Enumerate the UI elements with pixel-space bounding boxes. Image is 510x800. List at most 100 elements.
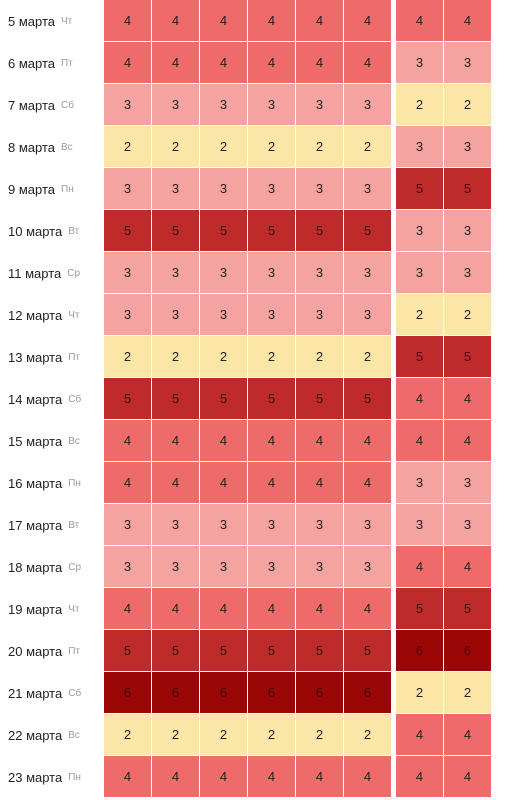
date-label: 12 марта Чт (8, 294, 100, 336)
index-cell: 2 (344, 714, 392, 756)
weekday-text: Чт (68, 309, 80, 321)
index-cell: 4 (200, 756, 248, 798)
index-cell: 3 (200, 546, 248, 588)
date-label: 14 марта Сб (8, 378, 100, 420)
index-cell: 4 (296, 588, 344, 630)
index-cell: 5 (248, 630, 296, 672)
index-cell: 6 (296, 672, 344, 714)
date-text: 17 марта (8, 517, 63, 533)
index-cell: 4 (396, 0, 444, 42)
weekday-text: Вс (68, 435, 80, 447)
date-text: 21 марта (8, 685, 63, 701)
index-cell: 4 (104, 462, 152, 504)
index-cell: 4 (396, 420, 444, 462)
index-cell: 2 (104, 336, 152, 378)
date-label: 8 марта Вс (8, 126, 100, 168)
index-cell: 2 (248, 714, 296, 756)
table-row: 11 марта Ср 3 3 3 3 3 3 3 3 (0, 252, 510, 294)
index-cell: 4 (396, 756, 444, 798)
index-cell: 4 (104, 420, 152, 462)
index-cell: 3 (444, 210, 492, 252)
index-cell: 3 (396, 462, 444, 504)
index-cell: 4 (344, 42, 392, 84)
index-cell: 5 (344, 630, 392, 672)
index-cell: 3 (296, 504, 344, 546)
table-row: 18 марта Ср 3 3 3 3 3 3 4 4 (0, 546, 510, 588)
weekday-text: Сб (68, 393, 82, 405)
weekday-text: Вт (68, 519, 80, 531)
index-cell: 3 (104, 168, 152, 210)
index-cell: 3 (200, 252, 248, 294)
index-cell: 2 (248, 126, 296, 168)
index-cell: 3 (344, 168, 392, 210)
index-cell: 2 (200, 126, 248, 168)
index-cell: 3 (152, 294, 200, 336)
index-cell: 4 (248, 0, 296, 42)
index-cell: 5 (152, 210, 200, 252)
index-cell: 3 (248, 252, 296, 294)
index-cell: 3 (248, 168, 296, 210)
date-label: 20 марта Пт (8, 630, 100, 672)
index-cell: 6 (104, 672, 152, 714)
index-cell: 4 (444, 714, 492, 756)
index-cell: 6 (152, 672, 200, 714)
index-cell: 3 (248, 294, 296, 336)
date-label: 15 марта Вс (8, 420, 100, 462)
index-cell: 3 (104, 294, 152, 336)
index-cell: 2 (344, 336, 392, 378)
weekday-text: Пт (68, 351, 81, 363)
index-cell: 3 (200, 84, 248, 126)
index-cell: 4 (344, 0, 392, 42)
index-cell: 4 (248, 420, 296, 462)
index-cell: 3 (444, 252, 492, 294)
date-text: 20 марта (8, 643, 63, 659)
index-cell: 2 (396, 84, 444, 126)
index-cell: 5 (200, 210, 248, 252)
date-label: 5 марта Чт (8, 0, 100, 42)
index-cell: 4 (104, 0, 152, 42)
index-cell: 3 (248, 546, 296, 588)
index-cell: 2 (296, 714, 344, 756)
weekday-text: Ср (67, 267, 81, 279)
weekday-text: Вс (68, 729, 80, 741)
index-cell: 4 (152, 420, 200, 462)
index-cell: 4 (344, 462, 392, 504)
table-row: 9 марта Пн 3 3 3 3 3 3 5 5 (0, 168, 510, 210)
index-cell: 5 (152, 378, 200, 420)
index-cell: 4 (296, 462, 344, 504)
index-cell: 3 (248, 504, 296, 546)
index-cell: 2 (248, 336, 296, 378)
table-row: 22 марта Вс 2 2 2 2 2 2 4 4 (0, 714, 510, 756)
index-cell: 4 (104, 42, 152, 84)
date-label: 19 марта Чт (8, 588, 100, 630)
index-cell: 4 (344, 588, 392, 630)
date-label: 17 марта Вт (8, 504, 100, 546)
index-cell: 4 (296, 420, 344, 462)
date-text: 22 марта (8, 727, 63, 743)
table-row: 23 марта Пн 4 4 4 4 4 4 4 4 (0, 756, 510, 798)
index-cell: 2 (152, 336, 200, 378)
date-text: 8 марта (8, 139, 55, 155)
index-cell: 3 (200, 504, 248, 546)
date-text: 10 марта (8, 223, 63, 239)
table-row: 10 марта Вт 5 5 5 5 5 5 3 3 (0, 210, 510, 252)
index-cell: 4 (248, 462, 296, 504)
index-cell: 2 (200, 714, 248, 756)
date-text: 19 марта (8, 601, 63, 617)
index-cell: 2 (296, 126, 344, 168)
index-cell: 3 (200, 294, 248, 336)
index-cell: 4 (152, 42, 200, 84)
weekday-text: Пт (61, 57, 73, 69)
table-row: 6 марта Пт 4 4 4 4 4 4 3 3 (0, 42, 510, 84)
index-cell: 4 (200, 42, 248, 84)
index-cell: 3 (396, 126, 444, 168)
index-cell: 3 (344, 252, 392, 294)
weekday-text: Чт (68, 603, 80, 615)
index-cell: 5 (444, 588, 492, 630)
date-text: 11 марта (8, 265, 62, 281)
weekday-text: Пн (61, 183, 74, 195)
date-label: 7 марта Сб (8, 84, 100, 126)
date-text: 16 марта (8, 475, 63, 491)
index-cell: 4 (104, 756, 152, 798)
index-cell: 3 (296, 168, 344, 210)
